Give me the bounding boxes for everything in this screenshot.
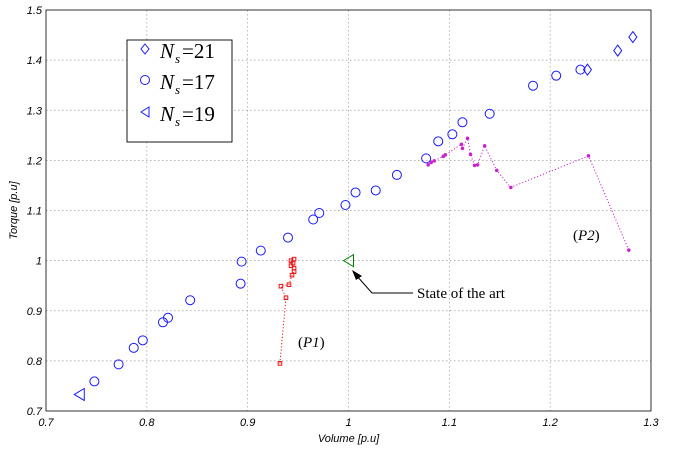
x-axis-label: Volume [p.u]: [318, 433, 380, 445]
dot-marker: [475, 163, 480, 167]
dot-marker: [494, 168, 499, 173]
y-tick-label: 0.7: [27, 406, 43, 418]
square-marker: [286, 282, 292, 287]
circle-marker: [89, 376, 100, 387]
circle-marker: [391, 169, 402, 180]
circle-marker: [433, 136, 444, 147]
circle-marker: [575, 64, 586, 75]
y-tick-label: 0.9: [27, 306, 42, 318]
legend-subscript: s: [175, 82, 180, 97]
circle-marker: [484, 108, 495, 119]
circle-marker: [308, 214, 319, 225]
p2-label-text: P2: [577, 228, 595, 244]
circle-marker: [163, 312, 174, 323]
p1-label: (P1): [298, 335, 325, 351]
dot-marker: [508, 185, 513, 190]
circle-marker: [447, 129, 458, 140]
legend-value: =21: [182, 39, 215, 63]
dot-marker: [441, 154, 446, 159]
dot-marker: [426, 163, 431, 167]
x-tick-label: 1: [345, 417, 351, 429]
dot-marker: [586, 154, 591, 158]
circle-marker: [457, 117, 468, 128]
circle-marker: [236, 256, 247, 267]
square-marker: [283, 295, 289, 301]
circle-marker: [137, 335, 148, 346]
circle-marker: [528, 80, 539, 91]
triangle-marker: [73, 387, 85, 402]
x-tick-label: 0.8: [139, 417, 155, 429]
triangle-marker: [342, 253, 354, 268]
dot-marker: [482, 143, 487, 148]
legend-triangle-marker: [140, 106, 150, 118]
square-marker: [278, 283, 284, 289]
y-tick-label: 1.1: [27, 206, 42, 218]
p2-label: (P2): [573, 228, 600, 244]
state-of-art-arrow-head: [352, 270, 362, 280]
data-points: [73, 30, 638, 402]
dot-marker: [432, 159, 437, 163]
circle-marker: [235, 278, 246, 289]
circle-marker: [370, 185, 381, 196]
x-tick-label: 0.7: [38, 417, 54, 429]
circle-marker: [255, 245, 266, 256]
state-of-art-arrow-line: [355, 274, 413, 294]
legend-value: =19: [182, 102, 215, 126]
legend-symbol: N: [159, 70, 175, 94]
x-tick-label: 1.3: [643, 417, 659, 429]
dot-marker: [460, 146, 465, 151]
y-axis-label: Torque [p.u]: [8, 180, 20, 239]
dot-marker: [626, 248, 631, 252]
circle-marker: [421, 153, 432, 164]
legend-diamond-marker: [140, 43, 150, 55]
y-tick-label: 1.5: [27, 5, 43, 17]
dot-marker: [468, 152, 473, 157]
y-tick-label: 1.4: [27, 55, 42, 67]
dot-marker: [459, 142, 464, 147]
plot-frame: [45, 9, 652, 412]
dot-marker: [429, 160, 434, 165]
circle-marker: [113, 359, 124, 370]
y-tick-label: 1.3: [27, 105, 43, 117]
x-tick-label: 0.9: [240, 417, 255, 429]
circle-marker: [128, 342, 139, 353]
tick-labels: 0.7 0.8 0.9 1 1.1 1.2 1.3 0.7 0.8 0.9 1 1.1 1.2 1.3 1.…: [27, 5, 660, 429]
legend-entry-ns17: N s =17: [140, 70, 215, 97]
y-tick-label: 1: [36, 256, 42, 268]
diamond-marker: [628, 30, 638, 44]
series-lines: [279, 136, 630, 364]
legend: N s =21 N s =17 N s =19: [126, 39, 233, 143]
circle-marker: [185, 295, 196, 306]
legend-box: [126, 39, 233, 143]
square-marker: [277, 361, 283, 366]
legend-value: =17: [182, 70, 215, 94]
legend-circle-marker: [140, 75, 150, 85]
x-tick-label: 1.1: [442, 417, 457, 429]
legend-subscript: s: [175, 51, 180, 66]
series-line: [427, 136, 630, 251]
circle-marker: [551, 70, 562, 81]
annotations: State of the art (P1) (P2): [298, 228, 600, 351]
legend-subscript: s: [175, 114, 180, 129]
state-of-art-label: State of the art: [417, 286, 506, 302]
legend-entry-ns21: N s =21: [140, 39, 215, 66]
circle-marker: [340, 199, 351, 210]
circle-marker: [314, 208, 325, 219]
legend-symbol: N: [159, 39, 175, 63]
circle-marker: [283, 232, 293, 243]
circle-marker: [350, 187, 361, 198]
square-marker: [291, 265, 297, 271]
y-tick-label: 1.2: [27, 155, 42, 167]
y-tick-label: 0.8: [27, 356, 43, 368]
x-tick-label: 1.2: [543, 417, 558, 429]
diamond-marker: [613, 44, 623, 57]
p1-label-text: P1: [302, 335, 320, 351]
square-marker: [291, 256, 297, 262]
legend-symbol: N: [159, 102, 175, 126]
dot-marker: [472, 163, 477, 168]
series-line: [279, 258, 295, 364]
legend-entry-ns19: N s =19: [140, 102, 215, 129]
dot-marker: [465, 136, 470, 141]
